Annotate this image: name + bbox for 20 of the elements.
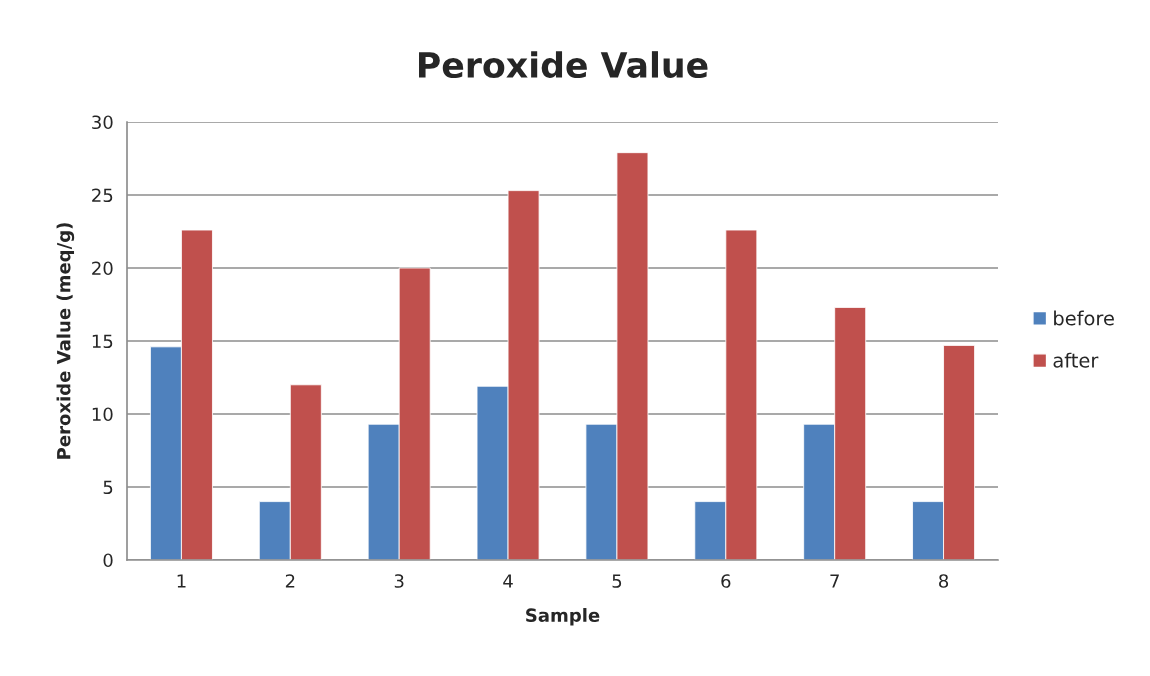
y-axis-title: Peroxide Value (meq/g) (56, 223, 75, 459)
legend-label: after (1053, 352, 1099, 368)
y-tick-label: 25 (92, 188, 113, 203)
y-tick-label: 20 (92, 261, 113, 276)
x-tick-label: 1 (177, 574, 186, 588)
x-axis-title: Sample (526, 608, 600, 626)
x-tick-label: 5 (612, 574, 622, 588)
x-tick-label: 4 (503, 574, 513, 588)
x-tick-label: 8 (939, 574, 949, 588)
legend-label: before (1054, 310, 1114, 326)
x-tick-label: 6 (721, 574, 731, 588)
y-tick-label: 10 (92, 407, 113, 422)
x-tick-label: 2 (285, 574, 295, 588)
y-tick-label: 15 (92, 334, 113, 349)
x-tick-label: 3 (394, 574, 404, 588)
y-tick-label: 5 (103, 480, 113, 495)
y-tick-label: 30 (92, 115, 113, 130)
chart-title: Peroxide Value (419, 51, 708, 79)
x-tick-label: 7 (830, 574, 839, 588)
y-tick-label: 0 (103, 553, 113, 568)
